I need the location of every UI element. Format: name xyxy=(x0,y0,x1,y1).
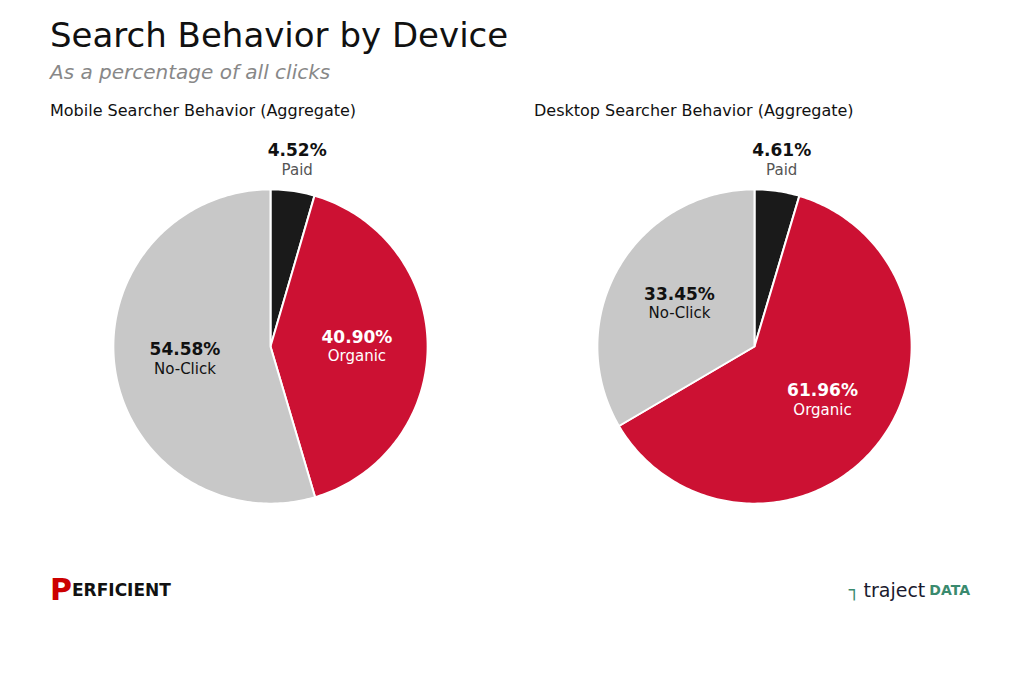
svg-text:Paid: Paid xyxy=(766,161,797,179)
svg-text:54.58%: 54.58% xyxy=(150,339,221,359)
svg-text:40.90%: 40.90% xyxy=(322,327,393,347)
html-text:As a percentage of all clicks: As a percentage of all clicks xyxy=(50,60,331,84)
svg-text:61.96%: 61.96% xyxy=(787,380,858,400)
svg-text:4.61%: 4.61% xyxy=(752,140,811,160)
svg-text:Organic: Organic xyxy=(328,347,386,365)
svg-text:No-Click: No-Click xyxy=(154,360,216,378)
html-text:Mobile Searcher Behavior (Aggr: Mobile Searcher Behavior (Aggregate) xyxy=(50,101,357,120)
svg-text:33.45%: 33.45% xyxy=(644,284,715,304)
html-text:Desktop Searcher Behavior (Agg: Desktop Searcher Behavior (Aggregate) xyxy=(534,101,854,120)
html-text:┐ traject DATA: ┐ traject DATA xyxy=(848,578,970,601)
svg-text:Paid: Paid xyxy=(282,161,313,179)
svg-text:No-Click: No-Click xyxy=(649,304,711,322)
html-text:Search Behavior by Device: Search Behavior by Device xyxy=(50,15,509,55)
svg-text:Organic: Organic xyxy=(793,401,851,419)
svg-text:4.52%: 4.52% xyxy=(268,140,327,160)
html-text:PERFICIENT: PERFICIENT xyxy=(50,572,171,607)
